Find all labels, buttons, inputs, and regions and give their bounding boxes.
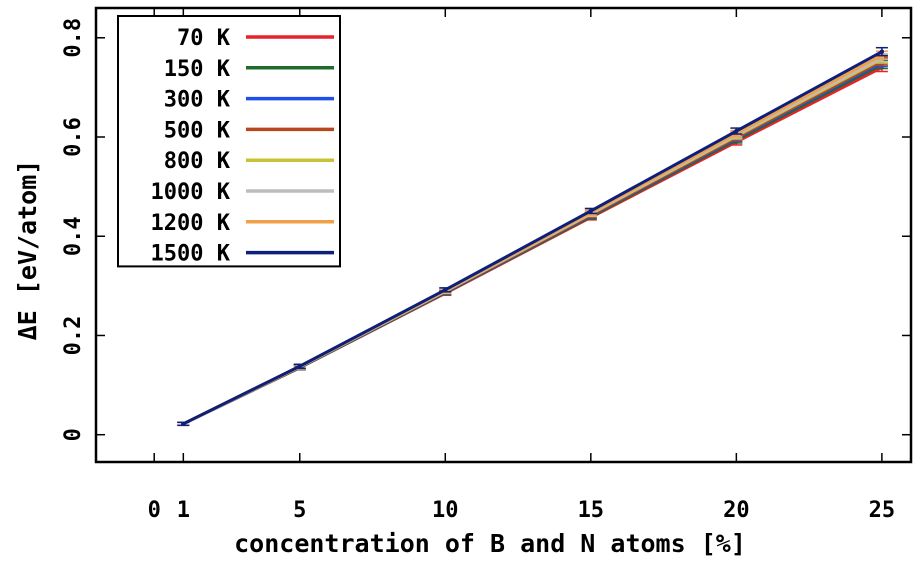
y-tick-label: 0.8 [61, 18, 86, 58]
x-tick-label: 10 [432, 498, 459, 523]
legend-label: 500 K [164, 118, 231, 143]
y-axis-title: ΔE [eV/atom] [13, 160, 42, 341]
legend-label: 70 K [177, 26, 231, 51]
data-point [879, 49, 885, 54]
data-point [297, 364, 302, 369]
x-axis-title: concentration of B and N atoms [%] [234, 529, 746, 558]
x-tick-label: 25 [869, 498, 896, 523]
legend-label: 1500 K [151, 242, 231, 267]
legend-label: 1000 K [151, 180, 231, 205]
series-1500k [177, 46, 888, 427]
legend-label: 1200 K [151, 211, 231, 236]
data-point [181, 421, 186, 426]
series-line [182, 50, 883, 426]
plot-frame [94, 6, 913, 464]
legend-box [117, 15, 341, 268]
legend: 70 K 150 K 300 K 500 K 800 K 1000 K 1200 K 1500… [117, 15, 341, 268]
legend-label: 300 K [164, 88, 231, 113]
series-layer [177, 46, 888, 427]
y-tick-label: 0.6 [61, 117, 86, 157]
x-tick-label: 1 [177, 498, 190, 523]
data-point [734, 128, 739, 134]
x-tick-label: 5 [293, 498, 306, 523]
y-tick-label: 0.4 [61, 216, 86, 256]
data-point [588, 208, 594, 214]
x-tick-label: 20 [723, 498, 750, 523]
y-tick-label: 0 [61, 428, 86, 441]
data-point [443, 287, 448, 293]
legend-label: 150 K [164, 57, 231, 82]
x-tick-label: 15 [578, 498, 605, 523]
y-tick-label: 0.2 [61, 316, 86, 356]
legend-label: 800 K [164, 149, 231, 174]
x-tick-label: 0 [148, 498, 161, 523]
